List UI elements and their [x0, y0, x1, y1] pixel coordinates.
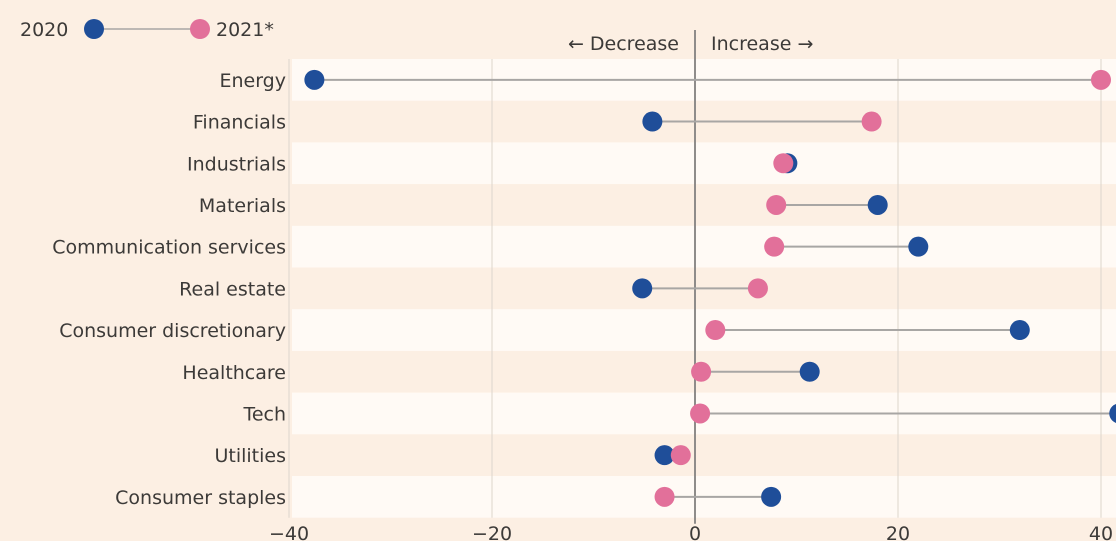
category-label: Tech	[242, 403, 286, 425]
point-2020	[654, 445, 675, 466]
point-2020	[304, 69, 325, 90]
point-2021	[691, 361, 712, 382]
point-2021	[773, 153, 794, 174]
x-tick-label: 0	[689, 523, 701, 541]
decrease-annotation: ← Decrease	[568, 33, 679, 55]
category-label: Communication services	[52, 237, 286, 259]
x-tick-label: −40	[269, 523, 309, 541]
point-2021	[690, 403, 711, 424]
point-2021	[766, 194, 787, 215]
point-2020	[867, 194, 888, 215]
point-2020	[799, 361, 820, 382]
point-2021	[1091, 69, 1111, 90]
point-2021	[705, 320, 726, 341]
legend-dot-2020	[84, 19, 104, 39]
row-band	[292, 142, 1116, 185]
category-label: Financials	[193, 112, 286, 134]
category-label: Materials	[199, 195, 286, 217]
x-tick-label: −20	[472, 523, 512, 541]
category-label: Utilities	[214, 445, 286, 467]
category-label: Consumer staples	[115, 487, 286, 509]
row-band	[292, 225, 1116, 268]
legend: 2020 2021*	[20, 19, 274, 41]
connectors	[314, 78, 1116, 498]
category-label: Real estate	[179, 278, 286, 300]
x-tick-labels: −40 −20 0 20 40	[269, 523, 1113, 541]
point-2021	[861, 111, 882, 132]
category-label: Industrials	[187, 153, 286, 175]
x-tick-label: 20	[886, 523, 910, 541]
point-2021	[764, 236, 785, 257]
point-2020	[908, 236, 929, 257]
category-label: Energy	[219, 70, 286, 92]
point-2020	[1009, 320, 1030, 341]
point-2021	[747, 278, 768, 299]
data-points	[304, 69, 1116, 507]
x-tick-label: 40	[1089, 523, 1113, 541]
point-2020	[1109, 404, 1116, 423]
point-2021	[654, 486, 675, 507]
point-2020	[642, 111, 663, 132]
legend-dot-2021	[190, 19, 210, 39]
category-labels: Energy Financials Industrials Materials Comm…	[52, 70, 286, 509]
category-label: Consumer discretionary	[59, 320, 286, 342]
increase-annotation: Increase →	[711, 33, 813, 55]
category-label: Healthcare	[182, 362, 286, 384]
grid-lines	[288, 30, 1102, 524]
legend-label-2021: 2021*	[216, 19, 274, 41]
point-2020	[761, 486, 782, 507]
direction-annotations: ← Decrease Increase →	[568, 33, 813, 55]
point-2020	[632, 278, 653, 299]
point-2021	[670, 445, 691, 466]
legend-label-2020: 2020	[20, 19, 68, 41]
